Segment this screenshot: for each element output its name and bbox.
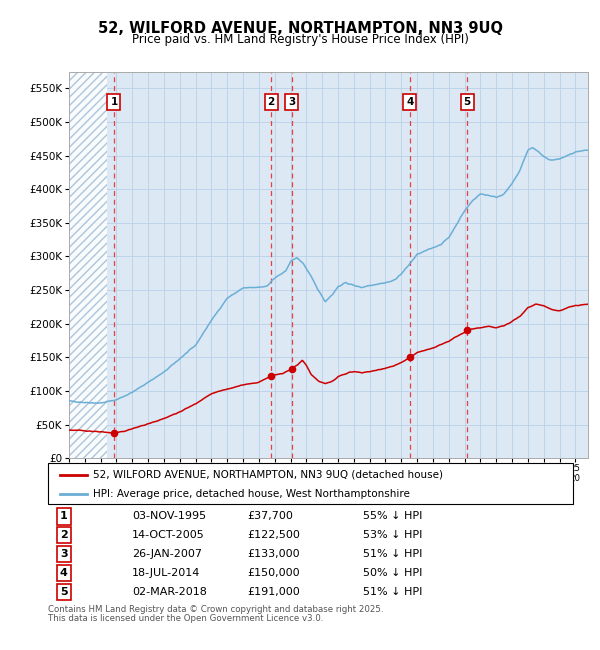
Text: £150,000: £150,000 <box>248 568 300 578</box>
Text: 50% ↓ HPI: 50% ↓ HPI <box>363 568 422 578</box>
Text: Price paid vs. HM Land Registry's House Price Index (HPI): Price paid vs. HM Land Registry's House … <box>131 32 469 46</box>
Text: This data is licensed under the Open Government Licence v3.0.: This data is licensed under the Open Gov… <box>48 614 323 623</box>
Text: 5: 5 <box>464 97 471 107</box>
Text: 5: 5 <box>60 587 68 597</box>
Bar <box>69 72 107 458</box>
Text: £37,700: £37,700 <box>248 512 293 521</box>
Text: 51% ↓ HPI: 51% ↓ HPI <box>363 587 422 597</box>
Text: 52, WILFORD AVENUE, NORTHAMPTON, NN3 9UQ: 52, WILFORD AVENUE, NORTHAMPTON, NN3 9UQ <box>97 21 503 36</box>
FancyBboxPatch shape <box>48 463 573 504</box>
Text: 51% ↓ HPI: 51% ↓ HPI <box>363 549 422 559</box>
Text: 3: 3 <box>288 97 295 107</box>
Text: 14-OCT-2005: 14-OCT-2005 <box>132 530 205 540</box>
Text: Contains HM Land Registry data © Crown copyright and database right 2025.: Contains HM Land Registry data © Crown c… <box>48 604 383 614</box>
Text: £191,000: £191,000 <box>248 587 300 597</box>
Text: 2: 2 <box>60 530 68 540</box>
Text: 53% ↓ HPI: 53% ↓ HPI <box>363 530 422 540</box>
Text: 3: 3 <box>60 549 68 559</box>
Text: 1: 1 <box>60 512 68 521</box>
Text: 18-JUL-2014: 18-JUL-2014 <box>132 568 200 578</box>
Text: 02-MAR-2018: 02-MAR-2018 <box>132 587 207 597</box>
Text: 52, WILFORD AVENUE, NORTHAMPTON, NN3 9UQ (detached house): 52, WILFORD AVENUE, NORTHAMPTON, NN3 9UQ… <box>92 470 443 480</box>
Text: 4: 4 <box>406 97 413 107</box>
Text: 03-NOV-1995: 03-NOV-1995 <box>132 512 206 521</box>
Text: 26-JAN-2007: 26-JAN-2007 <box>132 549 202 559</box>
Text: 2: 2 <box>268 97 275 107</box>
Text: 4: 4 <box>60 568 68 578</box>
Text: £133,000: £133,000 <box>248 549 300 559</box>
Text: 1: 1 <box>110 97 118 107</box>
Text: HPI: Average price, detached house, West Northamptonshire: HPI: Average price, detached house, West… <box>92 489 409 499</box>
Text: £122,500: £122,500 <box>248 530 301 540</box>
Text: 55% ↓ HPI: 55% ↓ HPI <box>363 512 422 521</box>
